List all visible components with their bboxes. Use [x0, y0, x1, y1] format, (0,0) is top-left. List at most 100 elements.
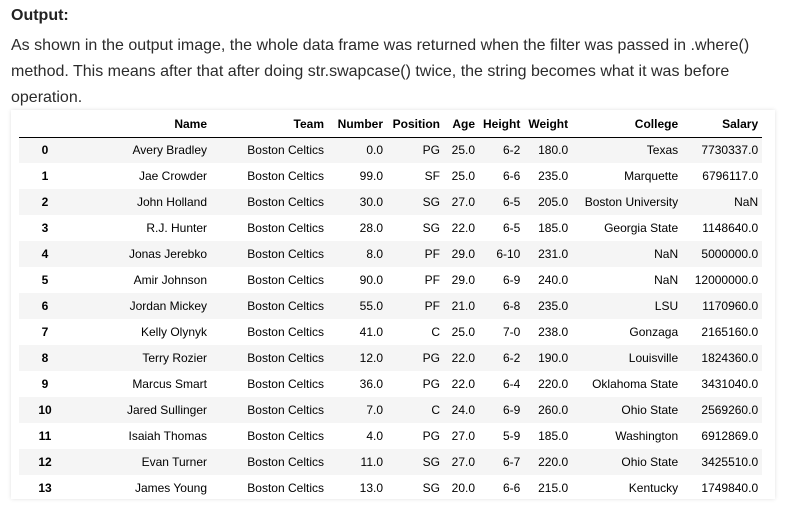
cell-salary: 5000000.0 — [682, 241, 763, 267]
cell-team: Boston Celtics — [247, 481, 324, 495]
cell-age: 22.0 — [451, 221, 475, 235]
table-row: 12 Evan Turner Boston Celtics 11.0 SG 27.0 6-7… — [19, 449, 763, 475]
table-row: 2 John Holland Boston Celtics 30.0 SG 27.0 6-5… — [19, 189, 763, 215]
cell-weight: 238.0 — [538, 325, 569, 339]
cell-team: Boston Celtics — [211, 137, 328, 163]
cell-salary: 2165160.0 — [701, 325, 759, 339]
cell-weight: 190.0 — [524, 345, 573, 371]
cell-salary: 1749840.0 — [701, 481, 759, 495]
cell-team: Boston Celtics — [247, 273, 324, 287]
cell-height: 6-2 — [479, 345, 525, 371]
cell-position: PG — [422, 377, 440, 391]
cell-position: SG — [387, 189, 444, 215]
column-header-team: Team — [211, 112, 328, 138]
cell-team: Boston Celtics — [247, 325, 324, 339]
cell-salary: 1170960.0 — [682, 293, 763, 319]
cell-index: 6 — [19, 293, 71, 319]
cell-name: Jae Crowder — [138, 169, 207, 183]
cell-weight: 235.0 — [524, 293, 573, 319]
column-header-age: Age — [444, 112, 479, 138]
cell-position: PG — [422, 429, 440, 443]
cell-age: 22.0 — [451, 377, 475, 391]
column-header-name: Name — [71, 112, 211, 138]
description-paragraph: As shown in the output image, the whole … — [11, 37, 750, 106]
cell-weight: 185.0 — [538, 429, 569, 443]
cell-weight: 240.0 — [538, 273, 569, 287]
cell-age: 20.0 — [451, 481, 475, 495]
cell-position: C — [431, 325, 440, 339]
cell-height: 6-8 — [479, 293, 525, 319]
cell-college: Marquette — [624, 169, 679, 183]
table-header: Name Team Number Position Age Height Wei… — [19, 112, 763, 138]
cell-index: 9 — [41, 377, 49, 391]
cell-position: SG — [387, 449, 444, 475]
cell-college: NaN — [572, 241, 683, 267]
cell-weight: 185.0 — [538, 221, 569, 235]
cell-college: Ohio State — [572, 449, 683, 475]
cell-name: R.J. Hunter — [146, 221, 207, 235]
cell-number: 30.0 — [328, 189, 387, 215]
column-header-weight: Weight — [524, 112, 573, 138]
cell-age: 24.0 — [444, 397, 479, 423]
cell-age: 25.0 — [451, 325, 475, 339]
cell-number: 41.0 — [359, 325, 383, 339]
cell-height: 6-4 — [503, 377, 521, 391]
column-header-position: Position — [387, 112, 444, 138]
dataframe-table: Name Team Number Position Age Height Wei… — [19, 112, 763, 501]
cell-name: Avery Bradley — [71, 137, 211, 163]
table-row: 7 Kelly Olynyk Boston Celtics 41.0 C 25.0 7-0 2… — [19, 319, 762, 345]
table-row: 3 R.J. Hunter Boston Celtics 28.0 SG 22.0 6-5 1… — [19, 215, 762, 241]
cell-index: 12 — [19, 449, 71, 475]
cell-height: 6-7 — [479, 449, 525, 475]
cell-college: Texas — [572, 137, 683, 163]
cell-team: Boston Celtics — [211, 241, 328, 267]
cell-number: 90.0 — [359, 273, 383, 287]
cell-number: 0.0 — [328, 137, 387, 163]
cell-salary: NaN — [682, 189, 763, 215]
cell-position: C — [387, 397, 444, 423]
cell-salary: 1824360.0 — [682, 345, 763, 371]
cell-team: Boston Celtics — [247, 429, 324, 443]
cell-team: Boston Celtics — [247, 377, 324, 391]
cell-height: 6-6 — [503, 169, 521, 183]
cell-position: PF — [387, 293, 444, 319]
cell-height: 6-9 — [479, 397, 525, 423]
cell-team: Boston Celtics — [247, 169, 324, 183]
cell-weight: 215.0 — [538, 481, 569, 495]
cell-name: Terry Rozier — [71, 345, 211, 371]
cell-salary: 6912869.0 — [701, 429, 759, 443]
cell-number: 12.0 — [328, 345, 387, 371]
header-row: Name Team Number Position Age Height Wei… — [19, 112, 763, 138]
table-row: 0 Avery Bradley Boston Celtics 0.0 PG 25.0 6-2… — [19, 137, 763, 163]
cell-college: Georgia State — [604, 221, 679, 235]
cell-age: 29.0 — [451, 273, 475, 287]
table-row: 8 Terry Rozier Boston Celtics 12.0 PG 22.0 6-2… — [19, 345, 763, 371]
cell-age: 27.0 — [444, 189, 479, 215]
cell-age: 27.0 — [451, 429, 475, 443]
cell-index: 1 — [41, 169, 49, 183]
cell-weight: 220.0 — [538, 377, 569, 391]
cell-team: Boston Celtics — [247, 221, 324, 235]
cell-age: 22.0 — [444, 345, 479, 371]
cell-number: 4.0 — [366, 429, 383, 443]
cell-weight: 231.0 — [524, 241, 573, 267]
cell-team: Boston Celtics — [211, 397, 328, 423]
column-header-number: Number — [328, 112, 387, 138]
cell-age: 29.0 — [444, 241, 479, 267]
cell-salary: 6796117.0 — [702, 169, 759, 183]
cell-position: PF — [424, 273, 440, 287]
cell-height: 6-10 — [479, 241, 525, 267]
column-header-salary: Salary — [682, 112, 763, 138]
cell-index: 11 — [38, 429, 52, 443]
cell-position: SG — [422, 221, 440, 235]
cell-index: 4 — [19, 241, 71, 267]
column-header-height: Height — [479, 112, 525, 138]
cell-name: Kelly Olynyk — [140, 325, 207, 339]
cell-name: James Young — [134, 481, 207, 495]
cell-name: Jonas Jerebko — [71, 241, 211, 267]
output-heading: Output: — [11, 7, 69, 24]
cell-number: 99.0 — [359, 169, 383, 183]
cell-height: 7-0 — [503, 325, 521, 339]
cell-college: Ohio State — [572, 397, 683, 423]
cell-salary: 1148640.0 — [702, 221, 759, 235]
